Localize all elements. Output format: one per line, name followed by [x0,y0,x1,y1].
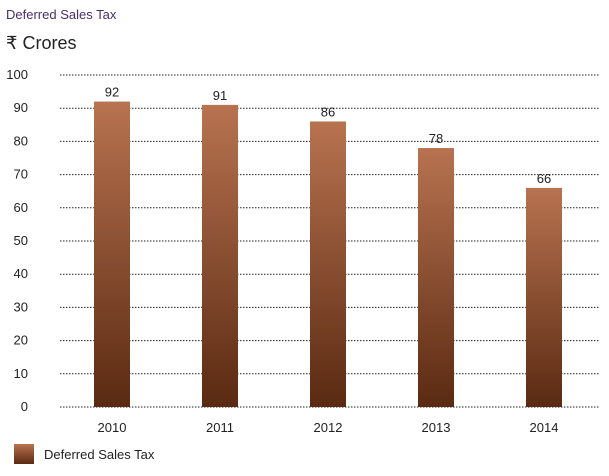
data-label: 91 [213,88,227,103]
x-tick-label: 2012 [314,420,343,435]
bar [526,187,562,407]
x-tick-label: 2010 [98,420,127,435]
y-tick-label: 20 [14,333,28,348]
x-tick-label: 2013 [422,420,451,435]
chart-title: Deferred Sales Tax [6,7,117,22]
y-tick-label: 60 [14,200,28,215]
y-tick-label: 40 [14,266,28,281]
bar [94,101,130,407]
x-tick-label: 2011 [206,420,234,435]
gridlines [60,74,600,408]
y-tick-label: 100 [6,67,28,82]
bar [202,104,238,407]
y-tick-label: 30 [14,299,28,314]
bar [310,121,346,407]
legend-label: Deferred Sales Tax [44,446,155,462]
x-tick-label: 2014 [530,420,559,435]
y-tick-label: 90 [14,100,28,115]
bars [94,101,562,408]
y-tick-label: 10 [14,366,28,381]
data-labels: 92 91 86 78 66 [105,85,551,186]
y-tick-label: 80 [14,133,28,148]
y-tick-label: 0 [21,399,28,414]
x-axis-ticks: 2010 2011 2012 2013 2014 [98,420,559,435]
data-label: 78 [429,131,443,146]
y-axis-ticks: 0 10 20 30 40 50 60 70 80 90 100 [6,67,28,414]
data-label: 66 [537,171,551,186]
y-tick-label: 70 [14,167,28,182]
data-label: 86 [321,104,335,119]
y-tick-label: 50 [14,233,28,248]
bar [418,148,454,408]
data-label: 92 [105,85,119,100]
legend: Deferred Sales Tax [14,444,154,464]
y-axis-unit-label: ₹ Crores [6,33,77,53]
legend-swatch [14,444,34,464]
